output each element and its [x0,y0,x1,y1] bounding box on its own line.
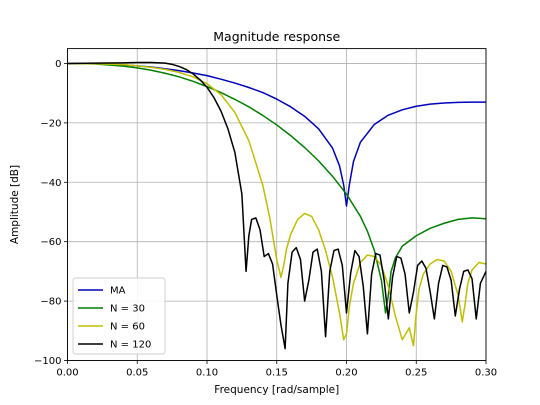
legend-label-ma: MA [110,286,126,297]
series-line-n-120 [67,61,486,350]
y-tick-label: −60 [40,237,61,248]
y-tick-label: −100 [34,356,61,367]
legend-label-n120: N = 120 [110,340,151,351]
x-tick-label: 0.00 [56,368,78,379]
y-tick-label: −80 [40,297,61,308]
chart-title: Magnitude response [213,29,340,44]
legend-label-n30: N = 30 [110,304,145,315]
legend-box [72,277,166,355]
axis-ticks: 0.00 0.05 0.10 0.15 0.20 0.25 0.30 0 −20 −40 −60 −8… [34,59,497,379]
x-tick-label: 0.30 [475,368,497,379]
x-tick-label: 0.25 [405,368,427,379]
legend: MA N = 30 N = 60 N = 120 [72,277,166,355]
x-tick-label: 0.10 [196,368,218,379]
y-tick-label: 0 [55,59,61,70]
x-axis-label: Frequency [rad/sample] [214,384,339,396]
legend-label-n60: N = 60 [110,322,145,333]
series-lines [67,61,486,350]
x-tick-label: 0.15 [266,368,288,379]
y-axis-label: Amplitude [dB] [9,165,21,244]
y-tick-label: −40 [40,178,61,189]
y-tick-label: −20 [40,118,61,129]
x-tick-label: 0.20 [335,368,357,379]
series-line-n-30 [67,62,486,314]
x-tick-label: 0.05 [126,368,148,379]
grid [67,48,487,361]
series-line-n-60 [67,62,486,347]
